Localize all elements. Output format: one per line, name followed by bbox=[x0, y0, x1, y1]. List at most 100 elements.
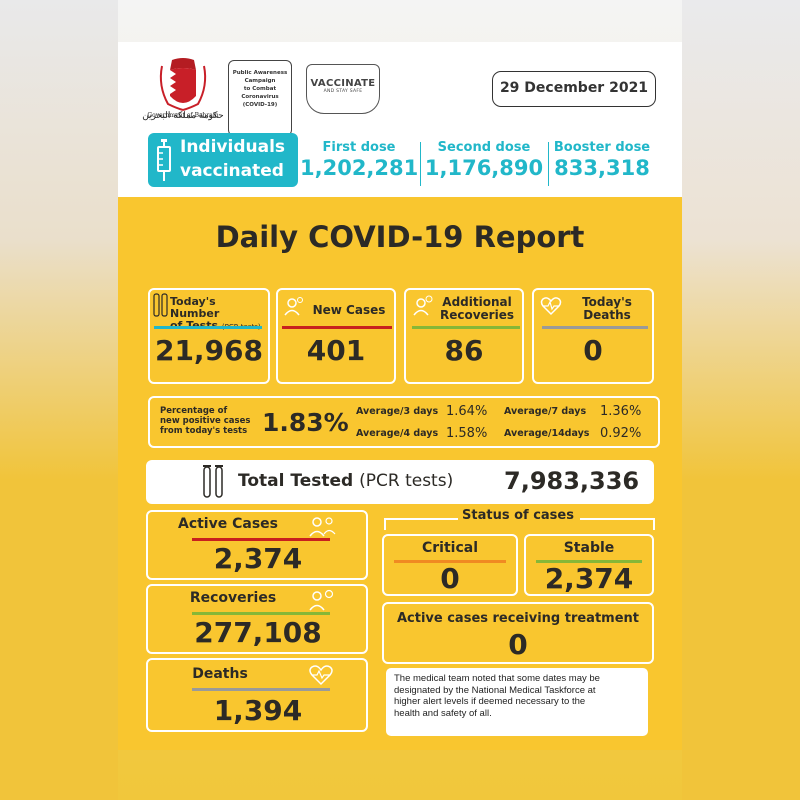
total-tested-label: Total Tested (PCR tests) bbox=[238, 471, 453, 491]
positivity-label-line1: Percentage of bbox=[160, 406, 228, 416]
total-tested-value: 7,983,336 bbox=[504, 467, 640, 495]
avg7-value: 1.36% bbox=[600, 404, 642, 419]
recoveries-card: Additional Recoveries 86 bbox=[404, 288, 524, 384]
first-dose-value: 1,202,281 bbox=[300, 156, 419, 180]
new-cases-value: 401 bbox=[306, 334, 366, 367]
total-recoveries-value: 277,108 bbox=[194, 616, 322, 649]
svg-text:ﺣﻜﻮﻣﺔ ﻣﻤﻠﻜﺔ ﺍﻟﺒﺤﺮﻳﻦ: ﺣﻜﻮﻣﺔ ﻣﻤﻠﻜﺔ ﺍﻟﺒﺤﺮﻳﻦ bbox=[142, 111, 223, 121]
critical-underline bbox=[394, 560, 506, 563]
stable-label: Stable bbox=[563, 540, 615, 556]
status-bracket-left bbox=[384, 518, 458, 520]
second-dose: Second dose 1,176,890 bbox=[422, 140, 546, 180]
background-blur-right bbox=[682, 0, 800, 800]
medical-team-note: The medical team noted that some dates m… bbox=[386, 668, 648, 736]
deaths-underline bbox=[542, 326, 648, 329]
treatment-value: 0 bbox=[508, 628, 528, 661]
heart-pulse-icon bbox=[540, 297, 562, 316]
test-tubes-icon bbox=[203, 465, 223, 498]
people-recovery-icon bbox=[309, 589, 334, 611]
total-tested-text: Total Tested bbox=[238, 471, 354, 491]
recoveries-label-line1: Additional bbox=[442, 295, 512, 309]
critical-label: Critical bbox=[421, 540, 478, 556]
vaccinated-label-line1: Individuals bbox=[180, 137, 286, 157]
positivity-value: 1.83% bbox=[262, 408, 349, 437]
deaths-card: Today's Deaths 0 bbox=[532, 288, 654, 384]
note-line: The medical team noted that some dates m… bbox=[394, 673, 600, 684]
recoveries-label-line2: Recoveries bbox=[439, 308, 514, 322]
avg3-label: Average/3 days bbox=[356, 406, 439, 417]
tests-label-line1: Today's Number bbox=[170, 295, 220, 320]
treatment-label: Active cases receiving treatment bbox=[396, 611, 640, 626]
deaths-label-line1: Today's bbox=[582, 295, 632, 309]
deaths-value: 0 bbox=[583, 334, 603, 367]
total-deaths-value: 1,394 bbox=[213, 694, 303, 727]
active-cases-card: Active Cases 2,374 bbox=[146, 510, 368, 580]
tests-value: 21,968 bbox=[154, 334, 264, 367]
new-cases-card: New Cases 401 bbox=[276, 288, 396, 384]
positivity-label-line2: new positive cases bbox=[160, 416, 251, 426]
new-cases-label: New Cases bbox=[312, 303, 386, 317]
campaign-badge: Public Awareness Campaign to Combat Coro… bbox=[228, 60, 292, 136]
first-dose: First dose 1,202,281 bbox=[300, 140, 418, 180]
avg14-label: Average/14days bbox=[504, 428, 590, 439]
treatment-card: Active cases receiving treatment 0 bbox=[382, 602, 654, 664]
active-cases-label: Active Cases bbox=[177, 516, 278, 532]
avg4-value: 1.58% bbox=[446, 426, 488, 441]
recoveries-underline bbox=[412, 326, 520, 329]
critical-value: 0 bbox=[440, 562, 460, 595]
avg4-label: Average/4 days bbox=[356, 428, 439, 439]
total-deaths-card: Deaths 1,394 bbox=[146, 658, 368, 732]
total-recoveries-card: Recoveries 277,108 bbox=[146, 584, 368, 654]
person-recovery-icon bbox=[413, 295, 433, 316]
status-bracket-tick bbox=[384, 518, 386, 530]
report-date: 29 December 2021 bbox=[492, 71, 656, 107]
active-cases-underline bbox=[192, 538, 330, 541]
new-cases-underline bbox=[282, 326, 392, 329]
avg14-value: 0.92% bbox=[600, 426, 642, 441]
note-line: higher alert levels if deemed necessary … bbox=[394, 696, 586, 707]
report-title: Daily COVID-19 Report bbox=[215, 220, 585, 254]
tests-card: Today's Number of Tests (PCR tests) 21,9… bbox=[148, 288, 270, 384]
tests-underline bbox=[154, 326, 262, 329]
covid-report-poster: ﺣﻜﻮﻣﺔ ﻣﻤﻠﻜﺔ ﺍﻟﺒﺤﺮﻳﻦ Government of Bahrai… bbox=[118, 42, 682, 750]
positivity-label: Percentage of new positive cases from to… bbox=[160, 406, 250, 436]
campaign-line: Campaign bbox=[244, 78, 276, 84]
second-dose-value: 1,176,890 bbox=[424, 156, 544, 180]
total-recoveries-label: Recoveries bbox=[189, 590, 277, 606]
booster-dose-value: 833,318 bbox=[554, 156, 650, 180]
background-blur-left bbox=[0, 0, 118, 800]
avg7-label: Average/7 days bbox=[504, 406, 587, 417]
status-bracket-tick bbox=[653, 518, 655, 530]
stable-underline bbox=[536, 560, 642, 563]
campaign-line: Public Awareness bbox=[232, 70, 288, 76]
status-header: Status of cases bbox=[462, 508, 574, 523]
booster-dose-label: Booster dose bbox=[553, 140, 651, 155]
deaths-label-line2: Deaths bbox=[583, 308, 631, 322]
positivity-label-line3: from today's tests bbox=[160, 426, 248, 436]
positivity-rate-panel: Percentage of new positive cases from to… bbox=[148, 396, 660, 448]
test-tubes-icon bbox=[153, 293, 168, 317]
government-label: Government of Bahrain bbox=[147, 112, 219, 119]
total-tested-pcr: (PCR tests) bbox=[359, 471, 454, 491]
booster-dose: Booster dose 833,318 bbox=[550, 140, 654, 180]
campaign-line: to Combat bbox=[243, 86, 277, 92]
total-deaths-label: Deaths bbox=[192, 666, 248, 682]
vaccinate-title: VACCINATE bbox=[310, 78, 376, 89]
critical-card: Critical 0 bbox=[382, 534, 518, 596]
syringe-icon bbox=[157, 139, 171, 181]
avg3-value: 1.64% bbox=[446, 404, 488, 419]
person-virus-icon bbox=[284, 297, 303, 316]
total-recoveries-underline bbox=[192, 612, 330, 615]
heart-pulse-icon bbox=[309, 665, 333, 686]
vaccinate-subtitle: AND STAY SAFE bbox=[323, 89, 363, 94]
total-deaths-underline bbox=[192, 688, 330, 691]
active-cases-value: 2,374 bbox=[213, 542, 303, 575]
status-bracket-right bbox=[580, 518, 654, 520]
campaign-line: Coronavirus bbox=[241, 94, 279, 100]
bahrain-emblem-icon: ﺣﻜﻮﻣﺔ ﻣﻤﻠﻜﺔ ﺍﻟﺒﺤﺮﻳﻦ bbox=[142, 58, 224, 121]
recoveries-value: 86 bbox=[444, 334, 484, 367]
stable-value: 2,374 bbox=[544, 562, 634, 595]
campaign-line: (COVID-19) bbox=[242, 102, 278, 108]
recoveries-label: Additional Recoveries bbox=[432, 296, 522, 322]
note-line: health and safety of all. bbox=[394, 707, 492, 719]
